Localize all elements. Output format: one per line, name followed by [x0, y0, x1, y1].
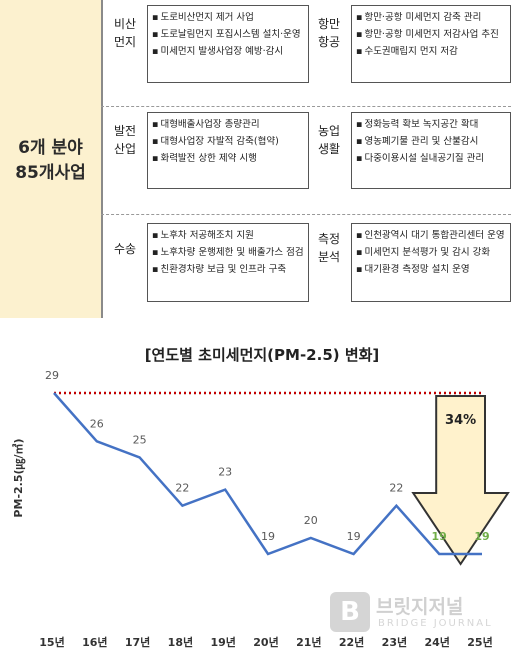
program-item: 미세먼지 발생사업장 예방·감시	[152, 46, 306, 58]
x-tick-label: 21년	[296, 635, 321, 649]
category-label-line: 먼지	[113, 35, 137, 49]
program-item: 노후차량 운행제한 및 배출가스 점검	[152, 247, 306, 259]
data-label: 20	[304, 514, 318, 527]
data-label: 25	[133, 433, 147, 446]
x-tick-label: 24년	[424, 635, 449, 649]
summary-line-1: 6개 분야	[18, 138, 83, 158]
program-item: 항만·공항 미세먼지 저감사업 추진	[356, 29, 508, 41]
x-tick-label: 22년	[339, 635, 364, 649]
x-tick-label: 20년	[253, 635, 278, 649]
category-label-line: 생활	[317, 142, 341, 156]
x-tick-label: 23년	[382, 635, 407, 649]
category-label: 수송	[105, 240, 145, 258]
program-item: 친환경차량 보급 및 인프라 구축	[152, 264, 306, 276]
category-label-line: 산업	[113, 142, 137, 156]
table-row: 비산먼지항만항공도로비산먼지 제거 사업도로날림먼지 포집시스템 설치·운영미세…	[101, 3, 511, 102]
logo-mark: B	[330, 592, 370, 632]
x-tick-label: 18년	[168, 635, 193, 649]
program-list: 인천광역시 대기 통합관리센터 운영미세먼지 분석평가 및 감시 강화대기환경 …	[351, 223, 511, 302]
program-item: 도로비산먼지 제거 사업	[152, 12, 306, 24]
category-label-line: 수송	[113, 242, 137, 256]
watermark-subtext: BRIDGE JOURNAL	[378, 618, 493, 629]
data-label: 29	[45, 369, 59, 382]
decrease-arrow	[411, 395, 510, 566]
data-label: 19	[347, 530, 361, 543]
category-label-line: 농업	[317, 124, 341, 138]
x-tick-label: 19년	[210, 635, 235, 649]
x-tick-label: 16년	[82, 635, 107, 649]
y-axis-label: PM-2.5(㎍/㎥)	[11, 438, 26, 517]
x-tick-label: 15년	[39, 635, 64, 649]
program-list: 도로비산먼지 제거 사업도로날림먼지 포집시스템 설치·운영미세먼지 발생사업장…	[147, 5, 309, 83]
program-item: 수도권매립지 먼지 저감	[356, 46, 508, 58]
program-item: 미세먼지 분석평가 및 감시 강화	[356, 247, 508, 259]
category-label-line: 분석	[317, 250, 341, 264]
decrease-annotation: 34%	[445, 413, 476, 428]
program-item: 다중이용시설 실내공기질 관리	[356, 153, 508, 165]
watermark-logo: B 브릿지저널 BRIDGE JOURNAL	[330, 588, 505, 638]
policy-table: 6개 분야 85개사업 비산먼지항만항공도로비산먼지 제거 사업도로날림먼지 포…	[0, 0, 511, 318]
category-label-line: 측정	[317, 232, 341, 246]
program-item: 화력발전 상한 제약 시행	[152, 153, 306, 165]
category-label-line: 항공	[317, 35, 341, 49]
data-label: 23	[218, 466, 232, 479]
series-line	[53, 392, 482, 556]
category-label-line: 항만	[317, 17, 341, 31]
table-row: 발전산업농업생활대형배출사업장 총량관리대형사업장 자발적 감축(협약)화력발전…	[101, 110, 511, 209]
category-label-line: 비산	[113, 17, 137, 31]
program-item: 인천광역시 대기 통합관리센터 운영	[356, 230, 508, 242]
category-label-line: 발전	[113, 124, 137, 138]
row-divider	[101, 214, 511, 215]
table-row: 수송측정분석노후차 저공해조치 지원노후차량 운행제한 및 배출가스 점검친환경…	[101, 218, 511, 317]
pm25-line-chart: [연도별 초미세먼지(PM-2.5) 변화] PM-2.5(㎍/㎥) 34% 29…	[11, 346, 510, 649]
program-item: 대기환경 측정망 설치 운영	[356, 264, 508, 276]
program-item: 대형배출사업장 총량관리	[152, 119, 306, 131]
data-label: 22	[389, 482, 403, 495]
summary-line-2: 85개사업	[15, 163, 86, 183]
program-list: 노후차 저공해조치 지원노후차량 운행제한 및 배출가스 점검친환경차량 보급 …	[147, 223, 309, 302]
program-item: 항만·공항 미세먼지 감축 관리	[356, 12, 508, 24]
program-list: 정화능력 확보 녹지공간 확대영농폐기물 관리 및 산불감시다중이용시설 실내공…	[351, 112, 511, 189]
x-tick-label: 25년	[467, 635, 492, 649]
program-item: 도로날림먼지 포집시스템 설치·운영	[152, 29, 306, 41]
program-item: 노후차 저공해조치 지원	[152, 230, 306, 242]
program-item: 대형사업장 자발적 감축(협약)	[152, 136, 306, 148]
program-item: 영농폐기물 관리 및 산불감시	[356, 136, 508, 148]
data-label: 19	[474, 530, 489, 543]
data-label: 19	[261, 530, 275, 543]
chart-title: [연도별 초미세먼지(PM-2.5) 변화]	[145, 346, 380, 364]
summary-cell: 6개 분야 85개사업	[0, 0, 103, 318]
data-label: 19	[432, 530, 447, 543]
program-item: 정화능력 확보 녹지공간 확대	[356, 119, 508, 131]
row-divider	[101, 106, 511, 107]
watermark-text: 브릿지저널	[376, 596, 464, 618]
data-label: 26	[90, 417, 104, 430]
program-list: 항만·공항 미세먼지 감축 관리항만·공항 미세먼지 저감사업 추진수도권매립지…	[351, 5, 511, 83]
program-list: 대형배출사업장 총량관리대형사업장 자발적 감축(협약) 화력발전 상한 제약 시…	[147, 112, 309, 189]
data-label: 22	[175, 482, 189, 495]
x-tick-label: 17년	[125, 635, 150, 649]
